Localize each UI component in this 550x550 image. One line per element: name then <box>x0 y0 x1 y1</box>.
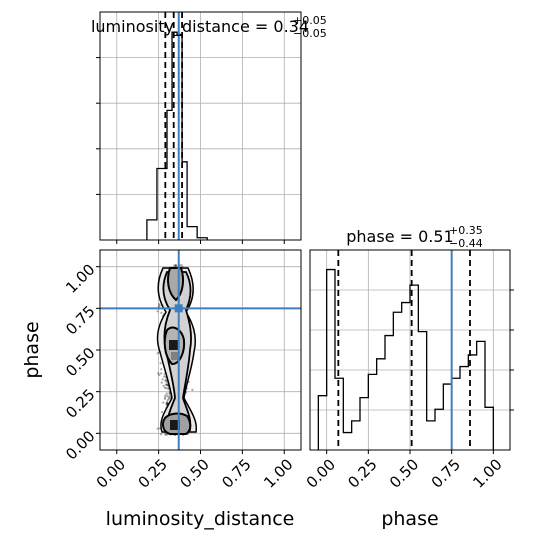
density-peak-middle <box>169 340 179 350</box>
scatter-point <box>162 384 165 387</box>
scatter-point <box>160 372 163 375</box>
scatter-point <box>156 352 159 355</box>
x-tick-label: 0.25 <box>344 455 380 491</box>
x-tick-labels: 0.00 0.25 0.50 0.75 1.00 <box>303 455 506 491</box>
panel-joint: 0.00 0.25 0.50 0.75 1.00 0.000.250.500.751.0… <box>21 249 302 530</box>
density-peak-middle-lower <box>171 352 179 360</box>
scatter-point <box>159 362 162 365</box>
scatter-point <box>165 402 168 405</box>
x-tick-label: 0.50 <box>177 455 213 491</box>
scatter-point <box>191 388 194 391</box>
scatter-point <box>166 401 169 404</box>
scatter-point <box>161 378 164 381</box>
title-luminosity-main: luminosity_distance = 0.34 <box>91 17 309 37</box>
title-phase: phase = 0.51 <box>346 227 453 246</box>
x-tick-label: 0.50 <box>386 455 422 491</box>
scatter-point <box>166 383 169 386</box>
x-tick-label: 1.00 <box>469 455 505 491</box>
scatter-point <box>166 394 169 397</box>
y-tick-label: 1.00 <box>62 260 98 296</box>
truth-point <box>174 304 183 313</box>
panel-hist-phase: 0.00 0.25 0.50 0.75 1.00 phase phase = 0.51 … <box>303 224 514 530</box>
title-luminosity-minus: −0.05 <box>293 27 327 40</box>
grid-lines <box>100 12 301 240</box>
x-axis-label-luminosity: luminosity_distance <box>106 508 295 530</box>
scatter-point <box>165 383 169 386</box>
scatter-point <box>167 388 170 391</box>
density-peak-bottom <box>170 420 180 430</box>
scatter-point <box>168 394 172 397</box>
scatter-point <box>164 396 167 399</box>
scatter-point <box>165 401 168 404</box>
title-phase-plus: +0.35 <box>449 224 483 237</box>
scatter-point <box>159 433 163 436</box>
scatter-point <box>166 399 169 402</box>
scatter-point <box>164 383 167 386</box>
scatter-point <box>163 386 166 389</box>
scatter-point <box>164 433 167 436</box>
quantile-lines <box>164 12 183 240</box>
x-tick-marks <box>116 240 285 244</box>
x-tick-label: 0.25 <box>135 455 171 491</box>
tick-marks <box>96 266 285 454</box>
scatter-point <box>173 264 176 267</box>
title-phase-minus: −0.44 <box>449 237 483 250</box>
scatter-point <box>174 263 177 267</box>
scatter-point <box>156 427 159 430</box>
scatter-point <box>158 303 161 306</box>
title-luminosity-plus: +0.05 <box>293 14 327 27</box>
scatter-point <box>174 265 177 268</box>
scatter-point <box>158 304 161 307</box>
histogram-bars <box>146 31 208 240</box>
y-tick-label: 0.50 <box>62 344 98 380</box>
scatter-point <box>164 379 167 383</box>
scatter-point <box>165 392 168 395</box>
scatter-point <box>160 410 164 414</box>
scatter-point <box>164 394 167 397</box>
y-tick-labels: 0.00 0.25 0.50 0.75 1.00 <box>62 260 98 463</box>
scatter-point <box>169 396 172 399</box>
scatter-point <box>156 310 159 313</box>
title-luminosity: luminosity_distance = 0.34 <box>91 17 309 37</box>
x-tick-label: 0.00 <box>303 455 339 491</box>
scatter-point <box>164 378 167 381</box>
scatter-point <box>165 387 168 390</box>
histogram-step-phase <box>317 268 494 450</box>
x-axis-label-phase: phase <box>381 508 438 530</box>
panel-hist-luminosity: luminosity_distance = 0.34 +0.05 −0.05 <box>91 11 327 244</box>
tick-marks <box>326 289 514 454</box>
y-tick-label: 0.75 <box>62 302 98 338</box>
histogram-step-luminosity <box>146 31 208 240</box>
y-tick-marks <box>96 57 100 195</box>
x-tick-label: 1.00 <box>260 455 296 491</box>
scatter-point <box>160 311 163 314</box>
scatter-point <box>162 401 165 404</box>
y-tick-label: 0.00 <box>62 427 98 463</box>
scatter-point <box>174 264 177 267</box>
scatter-point <box>163 397 166 400</box>
scatter-point <box>157 372 160 375</box>
scatter-point <box>157 305 160 308</box>
x-tick-label: 0.00 <box>93 455 129 491</box>
x-tick-labels: 0.00 0.25 0.50 0.75 1.00 <box>93 455 297 491</box>
quantile-lines <box>337 250 471 450</box>
x-tick-label: 0.75 <box>428 455 464 491</box>
scatter-point <box>163 375 166 378</box>
scatter-point <box>158 373 161 376</box>
scatter-point <box>167 396 170 399</box>
scatter-point <box>160 381 163 384</box>
y-axis-label-phase: phase <box>21 321 43 378</box>
y-tick-label: 0.25 <box>62 385 98 421</box>
x-tick-label: 0.75 <box>218 455 254 491</box>
scatter-point <box>160 368 163 371</box>
scatter-point <box>168 397 171 400</box>
scatter-point <box>168 392 171 395</box>
title-phase-main: phase = 0.51 <box>346 227 453 246</box>
scatter-point <box>180 264 183 267</box>
histogram-bars <box>317 268 494 450</box>
